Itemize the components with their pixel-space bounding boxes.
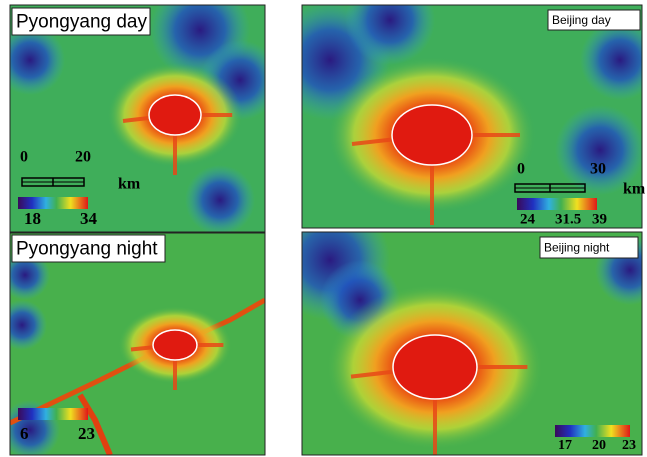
- page: {"panels": [ {"title": "Pyongyang day", …: [0, 0, 647, 457]
- scale-unit: km: [623, 181, 646, 198]
- colorbar-label: 39: [592, 211, 607, 227]
- map-panel: Beijing night 17 20 23: [270, 200, 647, 457]
- scale-unit: km: [118, 176, 141, 193]
- panel-title: Pyongyang night: [16, 239, 158, 260]
- colorbar: [18, 408, 88, 420]
- panel-title: Pyongyang day: [16, 12, 147, 33]
- figure: Pyongyang day 0 20 km 18 34 Beijing day 0 30 km 24…: [0, 0, 647, 457]
- colorbar: [517, 198, 597, 210]
- urban-core: [149, 95, 201, 135]
- panel-title: Beijing day: [552, 13, 611, 27]
- colorbar-label: 23: [622, 438, 636, 453]
- map-panel: Beijing day 0 30 km 24 31.5 39: [270, 0, 647, 228]
- colorbar-label: 31.5: [555, 211, 581, 227]
- map-panel: Pyongyang night 6 23: [0, 233, 265, 457]
- colorbar-label: 6: [20, 424, 29, 443]
- colorbar-label: 23: [78, 424, 95, 443]
- colorbar: [555, 425, 630, 437]
- map-image: [0, 233, 265, 457]
- scale-label: 0: [20, 149, 28, 166]
- colorbar-label: 20: [592, 438, 606, 453]
- urban-core: [392, 105, 472, 165]
- cold-area: [185, 165, 255, 235]
- panel-title: Beijing night: [544, 241, 610, 255]
- colorbar-label: 24: [520, 211, 536, 227]
- urban-core: [393, 335, 477, 399]
- urban-core: [153, 330, 197, 360]
- colorbar-label: 34: [80, 209, 98, 228]
- scale-label: 0: [517, 161, 525, 178]
- colorbar-label: 17: [558, 438, 572, 453]
- map-panel: Pyongyang day 0 20 km 18 34: [0, 0, 280, 235]
- map-image: [270, 0, 647, 228]
- scale-label: 30: [590, 161, 606, 178]
- colorbar: [18, 197, 88, 209]
- scale-label: 20: [75, 149, 91, 166]
- colorbar-label: 18: [24, 209, 41, 228]
